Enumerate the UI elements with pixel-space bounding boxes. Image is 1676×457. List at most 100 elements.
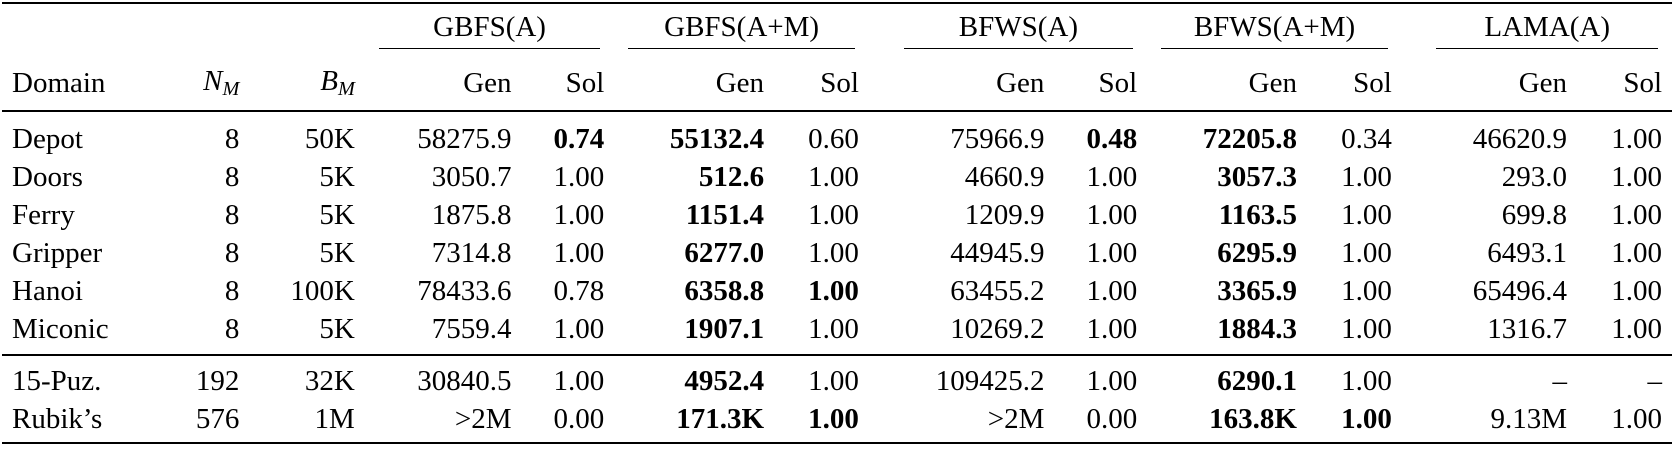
col-header-gen: Gen bbox=[889, 56, 1055, 112]
domain-cell: Hanoi bbox=[12, 275, 83, 307]
sol-value-cell: 1.00 bbox=[1341, 275, 1392, 307]
domain-cell: Depot bbox=[12, 123, 83, 155]
sol-value-cell: 1.00 bbox=[553, 237, 605, 269]
sol-value-cell: 1.00 bbox=[808, 161, 859, 193]
gen-value-cell: >2M bbox=[364, 400, 522, 444]
gen-value-cell: 1209.9 bbox=[964, 199, 1045, 231]
gen-value-cell: 1875.8 bbox=[431, 199, 512, 231]
sol-value-cell: 1.00 bbox=[553, 313, 605, 345]
sol-value-cell: 1.00 bbox=[1341, 199, 1392, 231]
nm-cell: 8 bbox=[224, 123, 240, 155]
gen-value-cell: 4952.4 bbox=[614, 354, 775, 400]
gen-value-cell: 1316.7 bbox=[1487, 313, 1568, 345]
table-row: Ferry 8 5K 1875.8 1.00 1151.4 1.00 1209.9 1.00 11… bbox=[2, 196, 1672, 234]
sol-value-cell: 1.00 bbox=[1341, 237, 1392, 269]
table-row: 15-Puz. 192 32K 30840.5 1.00 4952.4 1.00 109425… bbox=[2, 354, 1672, 400]
gen-value-cell: 6290.1 bbox=[1147, 354, 1307, 400]
col-header-nm: NM bbox=[156, 56, 250, 112]
col-header-sol: Sol bbox=[1577, 56, 1672, 112]
sol-value-cell: 1.00 bbox=[1577, 400, 1672, 444]
nm-cell: 8 bbox=[224, 237, 240, 269]
gen-value-cell: 163.8K bbox=[1147, 400, 1307, 444]
gen-value-cell: 44945.9 bbox=[950, 237, 1045, 269]
table-row: Gripper 8 5K 7314.8 1.00 6277.0 1.00 44945.9 1.0… bbox=[2, 234, 1672, 272]
bm-cell: 5K bbox=[319, 161, 355, 193]
table-row: Miconic 8 5K 7559.4 1.00 1907.1 1.00 10269.2 1.0… bbox=[2, 310, 1672, 355]
nm-cell: 8 bbox=[224, 199, 240, 231]
group-header-gbfs-a: GBFS(A) bbox=[364, 2, 615, 56]
sol-value-cell: 0.00 bbox=[521, 400, 615, 444]
sol-value-cell: 1.00 bbox=[1086, 199, 1138, 231]
bm-cell: 50K bbox=[304, 123, 355, 155]
sol-value-cell: 1.00 bbox=[808, 199, 859, 231]
bm-cell: 100K bbox=[290, 275, 355, 307]
bm-cell: 32K bbox=[249, 354, 365, 400]
col-header-bm: BM bbox=[249, 56, 365, 112]
gen-value-cell: 6295.9 bbox=[1217, 237, 1297, 269]
gen-value-cell: 30840.5 bbox=[364, 354, 522, 400]
domain-cell: 15-Puz. bbox=[2, 354, 157, 400]
gen-value-cell: 55132.4 bbox=[669, 123, 765, 155]
nm-cell: 8 bbox=[224, 275, 240, 307]
sol-value-cell: 1.00 bbox=[808, 237, 859, 269]
col-header-gen: Gen bbox=[1422, 56, 1578, 112]
sol-value-cell: 1.00 bbox=[553, 161, 605, 193]
sol-value-cell: 1.00 bbox=[1086, 275, 1138, 307]
group-header-bfws-a: BFWS(A) bbox=[889, 2, 1148, 56]
sol-value-cell: 1.00 bbox=[1611, 275, 1662, 307]
gen-value-cell: 512.6 bbox=[698, 161, 765, 193]
sol-value-cell: 0.78 bbox=[553, 275, 605, 307]
nm-cell: 8 bbox=[224, 313, 240, 345]
gen-value-cell: 293.0 bbox=[1501, 161, 1568, 193]
sol-value-cell: 0.00 bbox=[1054, 400, 1148, 444]
bm-cell: 5K bbox=[319, 199, 355, 231]
sol-value-cell: 1.00 bbox=[1086, 237, 1138, 269]
gen-value-cell: 6358.8 bbox=[684, 275, 765, 307]
sol-value-cell: 0.48 bbox=[1086, 123, 1138, 155]
gen-value-cell: 65496.4 bbox=[1472, 275, 1568, 307]
gen-value-cell: 58275.9 bbox=[417, 123, 512, 155]
nm-cell: 192 bbox=[156, 354, 250, 400]
nm-cell: 8 bbox=[224, 161, 240, 193]
group-header-bfws-am: BFWS(A+M) bbox=[1147, 2, 1402, 56]
sol-value-cell: 1.00 bbox=[1611, 199, 1662, 231]
table-row: Rubik’s 576 1M >2M 0.00 171.3K 1.00 >2M 0.00 163.… bbox=[2, 400, 1672, 444]
sol-value-cell: 1.00 bbox=[553, 199, 605, 231]
gen-value-cell: >2M bbox=[889, 400, 1055, 444]
domain-cell: Doors bbox=[12, 161, 83, 193]
gen-value-cell: 3365.9 bbox=[1217, 275, 1297, 307]
col-header-gen: Gen bbox=[1147, 56, 1307, 112]
sol-value-cell: 1.00 bbox=[1611, 161, 1662, 193]
sol-value-cell: 1.00 bbox=[1086, 161, 1138, 193]
sol-value-cell: – bbox=[1577, 354, 1672, 400]
gen-value-cell: 171.3K bbox=[614, 400, 775, 444]
gen-value-cell: 63455.2 bbox=[950, 275, 1045, 307]
sol-value-cell: 1.00 bbox=[1306, 400, 1402, 444]
col-header-gen: Gen bbox=[614, 56, 775, 112]
col-header-gen: Gen bbox=[364, 56, 522, 112]
nm-cell: 576 bbox=[156, 400, 250, 444]
gen-value-cell: 1163.5 bbox=[1218, 199, 1297, 231]
col-header-sol: Sol bbox=[1054, 56, 1148, 112]
table-row: Hanoi 8 100K 78433.6 0.78 6358.8 1.00 63455.2 1.… bbox=[2, 272, 1672, 310]
gen-value-cell: 9.13M bbox=[1422, 400, 1578, 444]
col-header-sol: Sol bbox=[774, 56, 869, 112]
gen-value-cell: 6493.1 bbox=[1487, 237, 1568, 269]
gen-value-cell: 46620.9 bbox=[1472, 123, 1568, 155]
sol-value-cell: 1.00 bbox=[1611, 313, 1662, 345]
bm-cell: 1M bbox=[249, 400, 365, 444]
bm-cell: 5K bbox=[319, 237, 355, 269]
sol-value-cell: 1.00 bbox=[1611, 237, 1662, 269]
gen-value-cell: 1151.4 bbox=[685, 199, 765, 231]
gen-value-cell: 1884.3 bbox=[1217, 313, 1297, 345]
gen-value-cell: 78433.6 bbox=[417, 275, 512, 307]
domain-cell: Ferry bbox=[12, 199, 75, 231]
group-header-gbfs-am: GBFS(A+M) bbox=[614, 2, 869, 56]
sol-value-cell: 1.00 bbox=[1306, 354, 1402, 400]
gen-value-cell: 6277.0 bbox=[684, 237, 765, 269]
domain-cell: Rubik’s bbox=[2, 400, 157, 444]
gen-value-cell: 1907.1 bbox=[684, 313, 765, 345]
col-header-domain: Domain bbox=[2, 56, 157, 112]
bm-cell: 5K bbox=[319, 313, 355, 345]
domain-cell: Miconic bbox=[12, 313, 109, 345]
